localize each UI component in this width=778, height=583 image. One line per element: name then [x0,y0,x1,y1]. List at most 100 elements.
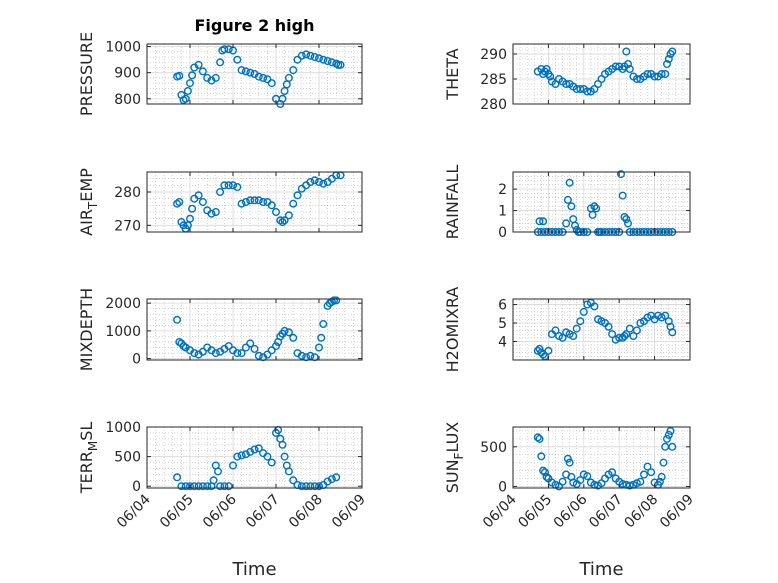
data-point [539,466,548,475]
data-point [625,64,634,73]
data-point [643,462,652,471]
data-point [643,69,652,78]
data-point [663,434,672,443]
data-point [263,75,272,84]
data-point [542,472,551,481]
data-point [241,343,250,352]
data-point [272,207,281,216]
data-point [592,204,601,213]
data-point [310,353,319,362]
data-point [237,66,246,75]
data-point [650,72,659,81]
y-tick-label: 5 [498,316,507,332]
data-point [567,202,576,211]
axes-box [146,43,363,105]
x-tick-label: 06/06 [200,491,240,531]
data-point [293,55,302,64]
x-tick-label: 06/05 [157,492,197,532]
data-point [263,452,272,461]
y-tick-label: 2 [498,182,507,198]
data-point [319,320,328,329]
data-point [562,79,571,88]
data-point [622,47,631,56]
data-point [284,211,293,220]
data-point [540,468,549,477]
data-point [246,447,255,456]
data-point [289,333,298,342]
data-point [539,350,548,359]
data-point [535,217,544,226]
data-point [224,342,233,351]
data-point [188,71,197,80]
data-point [190,349,199,358]
data-point [216,58,225,67]
subplot-7: 0 500 1000 06/04 06/05 06/06 06/07 06/08 06/09 TE… [77,420,369,580]
data-point [293,191,302,200]
y-axis-label: SUNFLUX [443,422,466,494]
data-point [571,221,580,230]
data-point [668,442,677,451]
data-point [317,333,326,342]
data-point [173,315,182,324]
data-point [280,326,289,335]
y-tick-label: 0 [498,479,507,495]
data-point [211,207,220,216]
data-point [198,482,207,491]
data-point [233,349,242,358]
data-point [250,344,259,353]
data-point [254,444,263,453]
data-point [213,467,222,476]
y-tick-label: 285 [480,72,507,88]
data-point [185,482,194,491]
data-point [284,328,293,337]
data-point [576,317,585,326]
y-tick-label: 500 [114,450,141,466]
axes-box [146,426,363,489]
data-point [237,451,246,460]
x-tick-label: 06/07 [243,492,283,532]
data-point [551,326,560,335]
x-tick-label: 06/09 [329,492,369,532]
data-point [228,181,237,190]
x-tick-label: 06/08 [622,492,662,532]
data-point [216,482,225,491]
data-point [254,351,263,360]
data-point [246,339,255,348]
data-point [233,452,242,461]
y-axis-label: H2OMIXRA [443,287,462,373]
data-point [276,216,285,225]
y-tick-label: 900 [114,66,141,82]
data-point [579,307,588,316]
data-point [280,216,289,225]
data-point [284,73,293,82]
data-point [254,196,263,205]
data-point [655,477,664,486]
y-tick-label: 280 [114,185,141,201]
y-tick-label: 1 [498,204,507,220]
x-tick-label: 06/08 [286,492,326,532]
axes-box [512,171,691,233]
y-tick-label: 270 [114,218,141,234]
data-point [315,482,324,491]
data-point [246,68,255,77]
x-tick-label: 06/07 [586,492,626,532]
data-point [216,187,225,196]
data-point [259,197,268,206]
data-point [198,197,207,206]
data-point [315,343,324,352]
data-point [220,45,229,54]
subplot-3: 270 280 AIRTEMP [77,168,363,236]
data-point [327,58,336,67]
data-point [302,482,311,491]
data-point [323,57,332,66]
data-point [224,482,233,491]
y-tick-label: 4 [498,335,507,351]
x-tick-label: 06/09 [657,492,697,532]
data-point [576,476,585,485]
data-point [663,60,672,69]
data-point [647,468,656,477]
data-point [194,482,203,491]
data-point [211,349,220,358]
data-point [657,472,666,481]
data-point [565,458,574,467]
